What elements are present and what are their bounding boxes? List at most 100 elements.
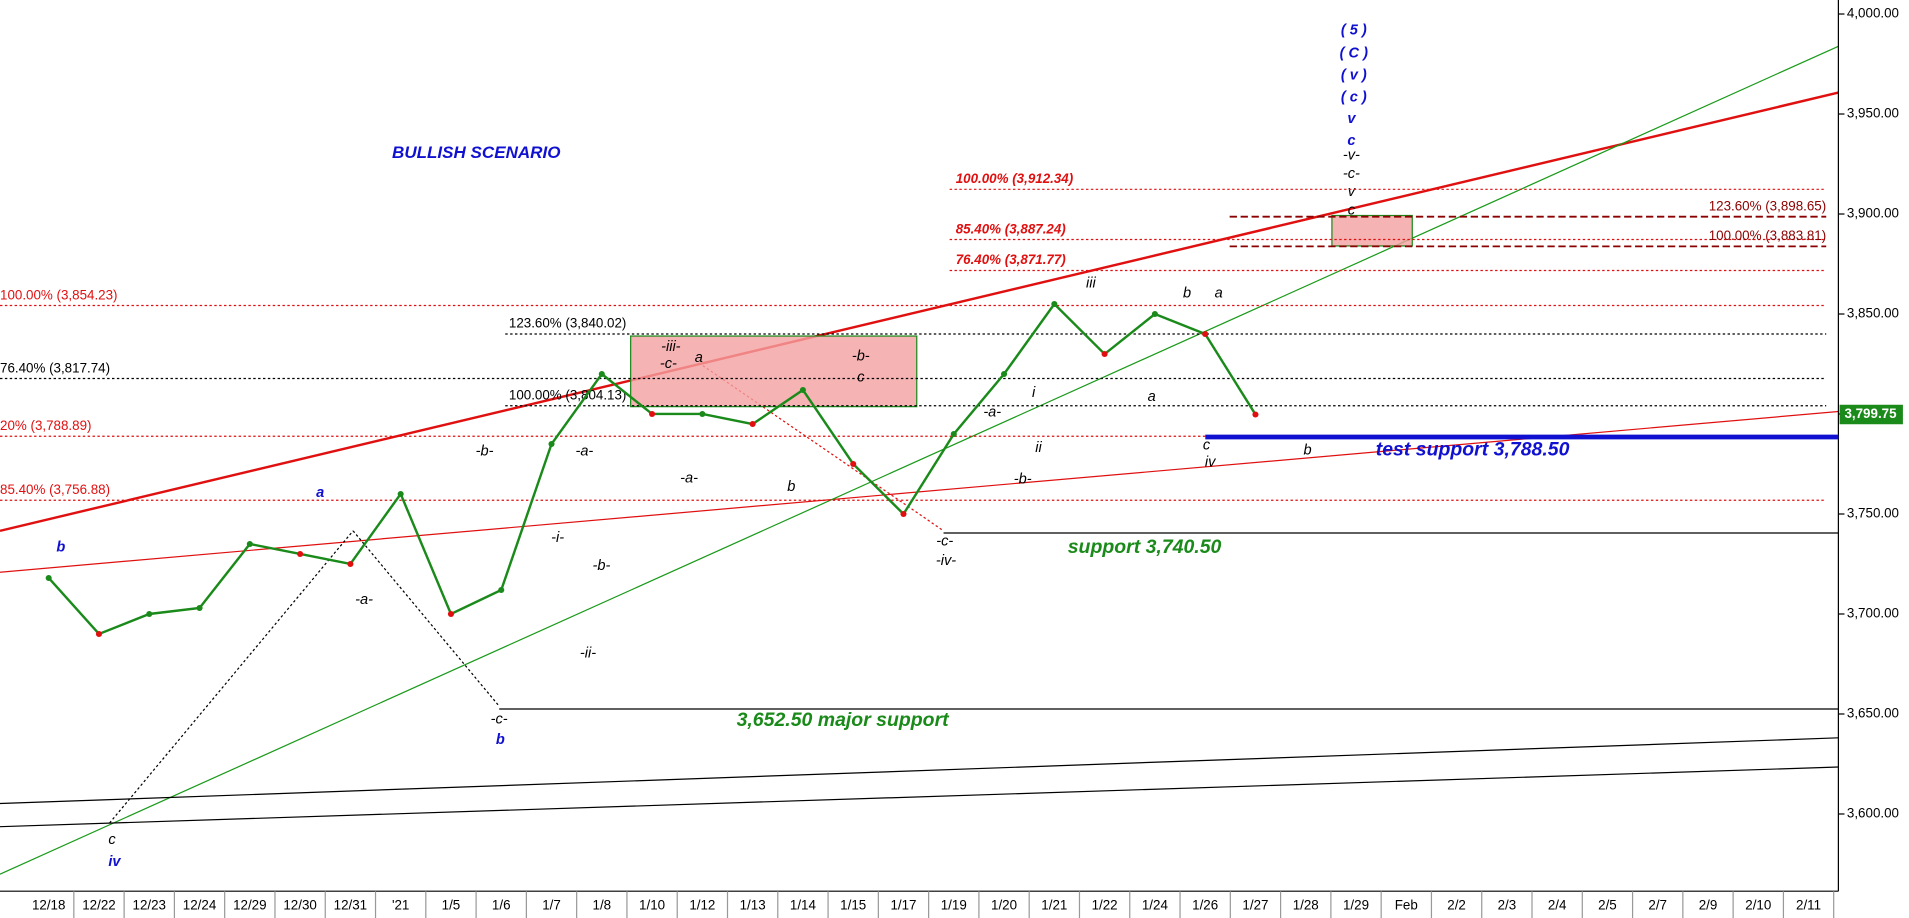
x-tick-label: 2/4 bbox=[1548, 897, 1567, 912]
wave-label: -c- bbox=[491, 711, 508, 727]
price-point bbox=[196, 604, 203, 612]
price-point bbox=[598, 370, 605, 378]
y-tick-label: 3,700.00 bbox=[1847, 606, 1899, 621]
fib-label: 123.60% (3,898.65) bbox=[1709, 198, 1826, 213]
wave-label: a bbox=[316, 485, 324, 501]
price-point bbox=[397, 490, 404, 498]
x-tick-label: 1/22 bbox=[1092, 897, 1118, 912]
wave-label: iv bbox=[1205, 455, 1216, 471]
x-tick-label: 1/27 bbox=[1242, 897, 1268, 912]
wave-label: c bbox=[1203, 437, 1211, 453]
wave-label: -i- bbox=[551, 530, 564, 546]
x-tick-label: 2/10 bbox=[1745, 897, 1771, 912]
wave-label: ( c ) bbox=[1341, 89, 1367, 105]
fib-label: 100.00% (3,854.23) bbox=[0, 287, 118, 302]
support-note: test support 3,788.50 bbox=[1376, 439, 1570, 461]
wave-label: -c- bbox=[936, 534, 953, 550]
wave-label: iv bbox=[108, 854, 121, 870]
price-point bbox=[850, 460, 857, 468]
price-point bbox=[45, 574, 52, 582]
x-tick-label: 1/12 bbox=[689, 897, 715, 912]
wave-label: -b- bbox=[476, 444, 494, 460]
y-tick-label: 3,850.00 bbox=[1847, 306, 1899, 321]
wave-label: ( 5 ) bbox=[1341, 22, 1367, 38]
fib-label: 123.60% (3,840.02) bbox=[509, 316, 626, 331]
x-tick-label: 1/13 bbox=[740, 897, 766, 912]
price-point bbox=[649, 410, 656, 418]
x-tick-label: 1/7 bbox=[542, 897, 561, 912]
y-tick-label: 3,750.00 bbox=[1847, 506, 1899, 521]
y-tick-label: 3,900.00 bbox=[1847, 206, 1899, 221]
x-tick-label: 2/9 bbox=[1699, 897, 1718, 912]
x-tick-label: Feb bbox=[1395, 897, 1418, 912]
fib-label: 76.40% (3,871.77) bbox=[956, 252, 1067, 267]
wave-label: v bbox=[1348, 184, 1356, 200]
wave-label: -a- bbox=[575, 444, 593, 460]
price-point bbox=[347, 560, 354, 568]
wave-label: ( v ) bbox=[1341, 67, 1367, 83]
wave-label: c bbox=[1348, 202, 1356, 218]
scenario-title: BULLISH SCENARIO bbox=[392, 143, 560, 162]
x-tick-label: 1/17 bbox=[890, 897, 916, 912]
y-tick-label: 3,600.00 bbox=[1847, 806, 1899, 821]
x-tick-label: 12/23 bbox=[133, 897, 166, 912]
fib-label: 20% (3,788.89) bbox=[0, 418, 91, 433]
trend-line bbox=[0, 45, 1839, 875]
x-tick-label: 2/2 bbox=[1447, 897, 1466, 912]
wave-label: -v- bbox=[1343, 148, 1360, 164]
wave-label: c bbox=[857, 369, 865, 385]
x-tick-label: 2/11 bbox=[1796, 897, 1821, 912]
price-point bbox=[1252, 411, 1259, 418]
x-tick-label: '21 bbox=[392, 897, 409, 912]
wave-label: a bbox=[1148, 389, 1156, 405]
x-tick-label: 1/8 bbox=[593, 897, 612, 912]
price-point bbox=[498, 586, 505, 594]
price-point bbox=[1101, 350, 1108, 358]
price-point bbox=[900, 510, 907, 518]
price-point bbox=[1001, 370, 1008, 378]
price-point bbox=[95, 630, 103, 638]
wave-label: b bbox=[56, 540, 65, 556]
target-box bbox=[1331, 214, 1413, 247]
x-tick-label: 1/28 bbox=[1293, 897, 1319, 912]
wave-label: b bbox=[1304, 442, 1312, 458]
x-tick-label: 1/5 bbox=[442, 897, 461, 912]
wave-label: c bbox=[1347, 133, 1355, 149]
target-box bbox=[630, 335, 918, 408]
price-point bbox=[1051, 300, 1058, 308]
x-tick-label: 1/20 bbox=[991, 897, 1017, 912]
y-tick-label: 3,950.00 bbox=[1847, 106, 1899, 121]
trend-line bbox=[0, 737, 1839, 805]
fib-label: 100.00% (3,912.34) bbox=[956, 171, 1074, 186]
wave-label: -iv- bbox=[936, 553, 956, 569]
x-tick-label: 1/15 bbox=[840, 897, 866, 912]
y-tick-label: 4,000.00 bbox=[1847, 6, 1899, 21]
wave-label: i bbox=[1032, 385, 1036, 401]
wave-label: a bbox=[1215, 285, 1223, 301]
wave-label: b bbox=[787, 479, 795, 495]
wave-line bbox=[352, 530, 500, 707]
x-tick-label: 1/24 bbox=[1142, 897, 1169, 912]
wave-label: -a- bbox=[355, 592, 373, 608]
wave-label: b bbox=[1183, 285, 1191, 301]
wave-label: -b- bbox=[1014, 472, 1032, 488]
wave-label: -ii- bbox=[580, 646, 596, 662]
price-point bbox=[246, 540, 253, 548]
wave-label: ii bbox=[1035, 440, 1042, 456]
x-tick-label: 1/21 bbox=[1041, 897, 1067, 912]
price-point bbox=[749, 420, 756, 428]
fib-label: 76.40% (3,817.74) bbox=[0, 360, 110, 375]
support-note: support 3,740.50 bbox=[1068, 536, 1222, 558]
x-tick-label: 12/29 bbox=[233, 897, 266, 912]
wave-label: -c- bbox=[660, 356, 677, 372]
wave-label: -a- bbox=[680, 470, 698, 486]
trend-line bbox=[0, 766, 1839, 828]
price-tag bbox=[1839, 404, 1903, 425]
wave-label: -b- bbox=[852, 349, 870, 365]
wave-label: -iii- bbox=[661, 339, 681, 355]
x-tick-label: 2/7 bbox=[1648, 897, 1667, 912]
price-point bbox=[447, 610, 454, 618]
x-tick-label: 1/29 bbox=[1343, 897, 1369, 912]
